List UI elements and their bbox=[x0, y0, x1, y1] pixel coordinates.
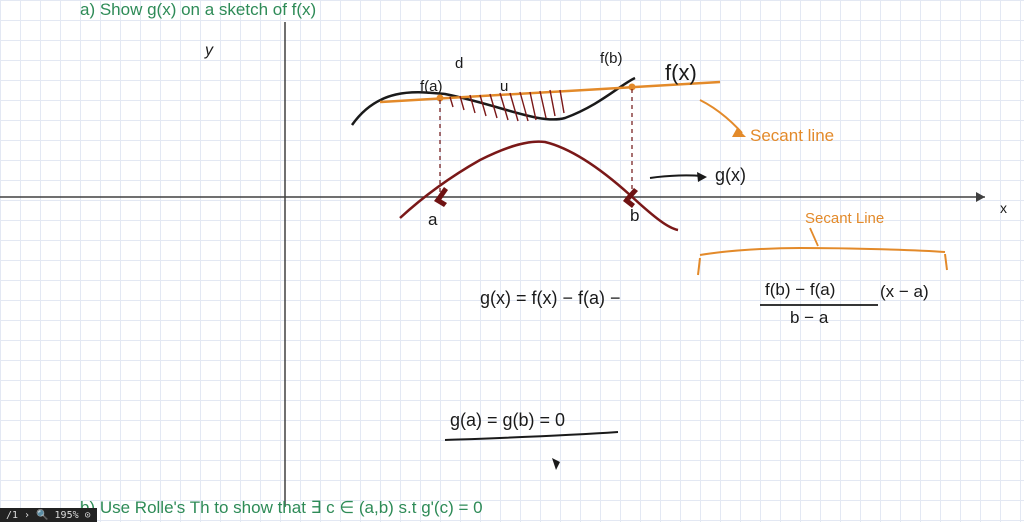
brace-pointer bbox=[810, 228, 818, 246]
arrow-to-gx bbox=[650, 175, 702, 178]
cursor-icon bbox=[552, 458, 560, 470]
b-label: b bbox=[630, 206, 639, 226]
secant-line-label: Secant line bbox=[750, 126, 834, 146]
gx-label: g(x) bbox=[715, 165, 746, 186]
status-bar: /1 › 🔍 195% ⊙ bbox=[0, 508, 97, 522]
formula-gx: g(x) = f(x) − f(a) − bbox=[480, 288, 621, 309]
brace-left bbox=[698, 258, 700, 275]
arrow-to-gx-head bbox=[697, 172, 707, 182]
status-zoom: 195% bbox=[55, 510, 79, 521]
x-axis-label: x bbox=[1000, 200, 1007, 216]
formula-tail: (x − a) bbox=[880, 282, 929, 302]
question-a-text: a) Show g(x) on a sketch of f(x) bbox=[80, 0, 316, 20]
status-arrow-icon[interactable]: › bbox=[24, 510, 30, 521]
arrow-to-secant-label bbox=[700, 100, 742, 133]
formula-frac-bot: b − a bbox=[790, 308, 828, 328]
gagb-text: g(a) = g(b) = 0 bbox=[450, 410, 565, 431]
formula-frac-top: f(b) − f(a) bbox=[765, 280, 835, 300]
x-axis-arrow bbox=[976, 192, 985, 202]
sketch-canvas[interactable] bbox=[0, 0, 1024, 522]
clock-icon[interactable]: ⊙ bbox=[85, 510, 91, 521]
y-axis-label: y bbox=[205, 42, 213, 60]
underline-gagb bbox=[445, 432, 618, 440]
small-d: d bbox=[455, 55, 463, 72]
status-page: /1 bbox=[6, 510, 18, 521]
search-icon[interactable]: 🔍 bbox=[36, 510, 48, 521]
fa-label: f(a) bbox=[420, 78, 443, 95]
brace-top bbox=[700, 248, 945, 255]
small-u: u bbox=[500, 78, 508, 95]
brace-right bbox=[945, 254, 947, 270]
fb-label: f(b) bbox=[600, 50, 623, 67]
secant-line-label2: Secant Line bbox=[805, 210, 884, 227]
question-b-text: b) Use Rolle's Th to show that ∃ c ∈ (a,… bbox=[80, 498, 483, 518]
fx-label: f(x) bbox=[665, 60, 697, 86]
a-label: a bbox=[428, 210, 437, 230]
